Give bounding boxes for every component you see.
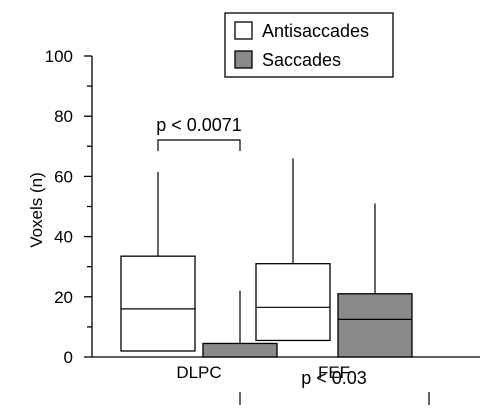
x-tick-label-dlpc: DLPC [176,363,221,382]
legend-swatch-antisaccades [234,21,253,40]
legend-swatch-saccades [234,50,253,69]
axes: 0 20 40 60 80 100 DLPC FEF [45,47,480,382]
y-tick-label: 0 [64,348,73,367]
legend-frame [224,12,394,78]
y-axis-label: Voxels (n) [27,172,46,248]
box-saccades-fef [337,293,413,358]
box-saccades-dlpc [202,342,278,358]
annotation-region-pvalue: p < 0.03 [301,368,367,388]
box-antisaccades-dlpc [120,255,196,352]
bracket-region [239,392,430,405]
x-tick-label-fef: FEF [318,363,350,382]
box-antisaccades-fef [255,263,331,342]
bracket-dlpc [157,139,241,151]
legend-label-saccades: Saccades [262,50,341,70]
annotation-dlpc-pvalue: p < 0.0071 [156,115,242,135]
y-tick-label: 20 [54,288,73,307]
y-tick-label: 60 [54,167,73,186]
legend-label-antisaccades: Antisaccades [262,21,369,41]
y-tick-label: 40 [54,228,73,247]
y-tick-label: 80 [54,107,73,126]
boxes [120,158,413,358]
y-tick-label: 100 [45,47,73,66]
legend: Antisaccades Saccades [224,12,394,78]
annotations [157,139,430,405]
